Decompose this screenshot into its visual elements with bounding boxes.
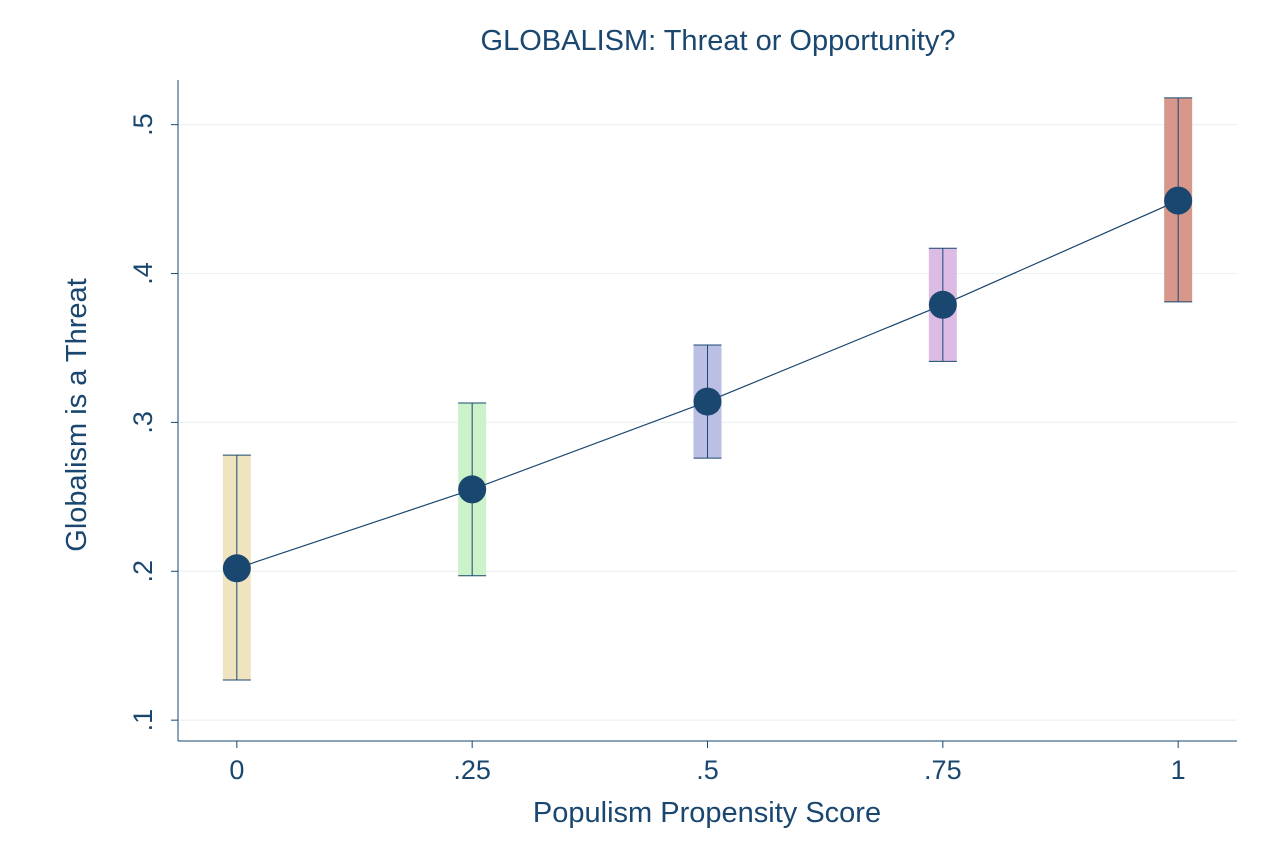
x-tick-label: 0: [229, 755, 244, 785]
data-point: [693, 387, 722, 416]
x-axis-label: Populism Propensity Score: [533, 797, 881, 829]
chart-title: GLOBALISM: Threat or Opportunity?: [481, 25, 956, 57]
data-point: [222, 554, 251, 583]
y-tick-label: .5: [128, 113, 158, 136]
x-tick-label: .75: [924, 755, 962, 785]
x-tick-label: 1: [1171, 755, 1186, 785]
x-tick-label: .5: [696, 755, 719, 785]
y-axis-label: Globalism is a Threat: [61, 278, 93, 551]
data-point: [1164, 186, 1193, 215]
y-tick-label: .3: [128, 411, 158, 434]
data-point: [458, 475, 487, 504]
y-tick-label: .2: [128, 560, 158, 583]
points-layer: [222, 186, 1193, 583]
y-tick-label: .4: [128, 262, 158, 285]
y-tick-label: .1: [128, 709, 158, 732]
x-tick-label: .25: [453, 755, 491, 785]
axes-layer: .1 .2 .3 .4 .5 0 .25 .5 .75 1: [128, 80, 1237, 785]
data-point: [928, 290, 957, 319]
